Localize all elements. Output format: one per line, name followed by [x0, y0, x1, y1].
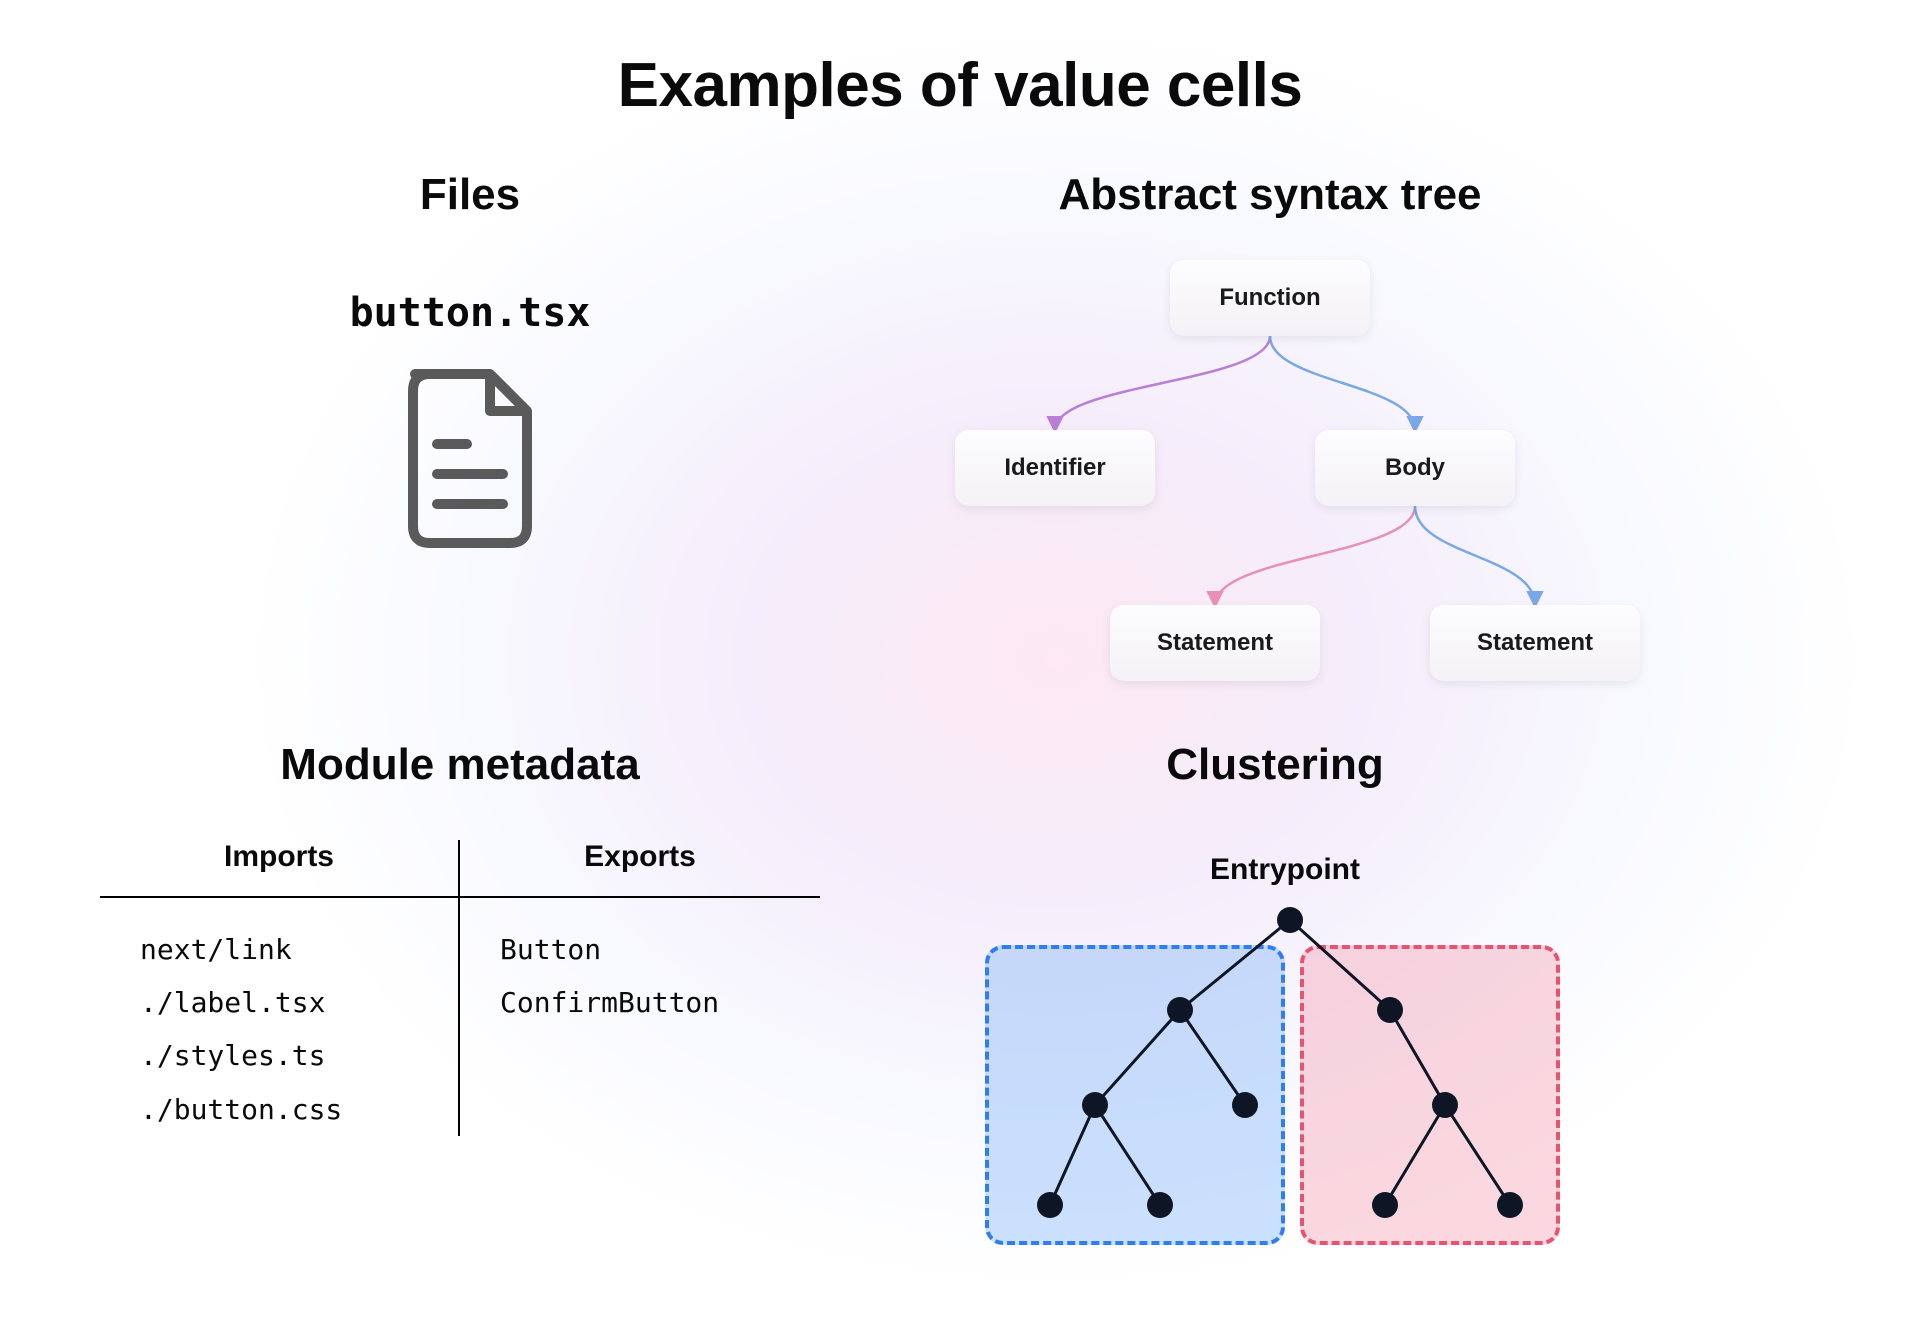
- file-name-label: button.tsx: [120, 290, 820, 336]
- files-section: Files button.tsx: [120, 170, 820, 551]
- ast-node-stmt2: Statement: [1430, 605, 1640, 681]
- cluster-node-root: [1277, 907, 1303, 933]
- cluster-node-b4: [1497, 1192, 1523, 1218]
- metadata-heading: Module metadata: [100, 740, 820, 790]
- imports-list: next/link./label.tsx./styles.ts./button.…: [140, 898, 418, 1136]
- cluster-node-a4: [1037, 1192, 1063, 1218]
- cluster-node-b3: [1372, 1192, 1398, 1218]
- page-title: Examples of value cells: [0, 50, 1920, 121]
- cluster-node-a1: [1167, 997, 1193, 1023]
- export-item: ConfirmButton: [500, 976, 780, 1029]
- ast-node-stmt1: Statement: [1110, 605, 1320, 681]
- import-item: next/link: [140, 923, 418, 976]
- ast-node-body: Body: [1315, 430, 1515, 506]
- ast-node-function: Function: [1170, 260, 1370, 336]
- clustering-heading: Clustering: [900, 740, 1650, 790]
- import-item: ./button.css: [140, 1083, 418, 1136]
- import-item: ./label.tsx: [140, 976, 418, 1029]
- cluster-node-b1: [1377, 997, 1403, 1023]
- ast-node-identifier: Identifier: [955, 430, 1155, 506]
- cluster-node-a2: [1082, 1092, 1108, 1118]
- ast-heading: Abstract syntax tree: [870, 170, 1670, 220]
- file-icon: [395, 366, 545, 551]
- ast-section: Abstract syntax tree Function Identifier B…: [870, 170, 1670, 770]
- cluster-node-a5: [1147, 1192, 1173, 1218]
- files-heading: Files: [120, 170, 820, 220]
- cluster-node-a3: [1232, 1092, 1258, 1118]
- cluster-node-b2: [1432, 1092, 1458, 1118]
- exports-header: Exports: [500, 840, 780, 896]
- exports-list: ButtonConfirmButton: [500, 898, 780, 1029]
- imports-header: Imports: [140, 840, 418, 896]
- metadata-section: Module metadata Imports Exports next/lin…: [100, 740, 820, 1136]
- cluster-graph: [900, 815, 1650, 1275]
- export-item: Button: [500, 923, 780, 976]
- clustering-section: Clustering Entrypoint: [900, 740, 1650, 1275]
- import-item: ./styles.ts: [140, 1029, 418, 1082]
